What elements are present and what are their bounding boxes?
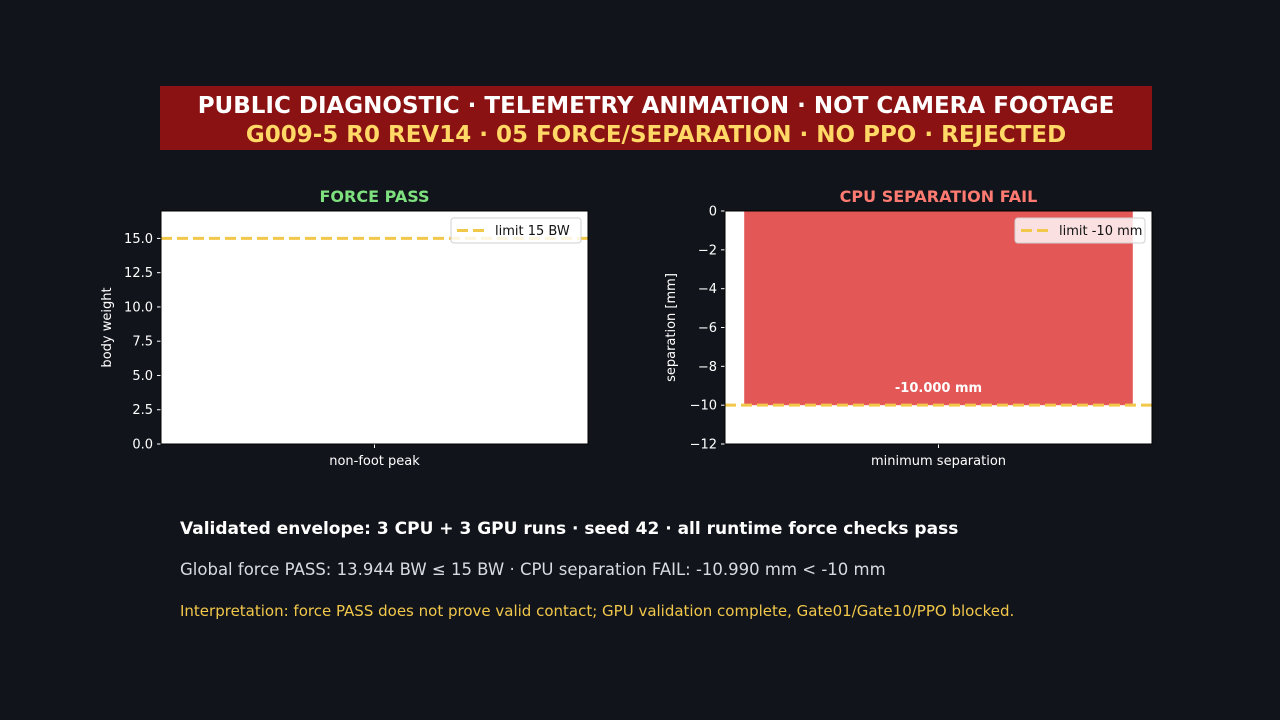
- legend-box: [1014, 217, 1146, 244]
- interpretation-text: Interpretation: force PASS does not prov…: [180, 602, 1015, 620]
- validated-envelope-text: Validated envelope: 3 CPU + 3 GPU runs ·…: [180, 519, 959, 539]
- y-tick-label: 2.5: [132, 403, 153, 418]
- y-tick-label: 12.5: [124, 266, 153, 281]
- y-tick-label: −2: [698, 243, 717, 258]
- plot-area: [161, 211, 588, 444]
- y-axis-label: separation [mm]: [664, 273, 679, 382]
- axes-frame: [160, 210, 589, 445]
- banner-title-line: PUBLIC DIAGNOSTIC · TELEMETRY ANIMATION …: [197, 93, 1115, 119]
- y-tick-label: −8: [698, 360, 717, 375]
- data-label: -10.000 mm: [895, 381, 982, 396]
- x-tick-label: minimum separation: [871, 454, 1006, 469]
- y-tick-label: −10: [690, 399, 717, 414]
- legend-box: [450, 217, 582, 244]
- legend-label: limit 15 BW: [495, 224, 570, 239]
- y-tick-label: 0.0: [132, 438, 153, 453]
- y-tick-label: 10.0: [124, 300, 153, 315]
- x-tick-label: non-foot peak: [329, 454, 420, 469]
- y-tick-label: 0: [709, 205, 717, 220]
- chart-title: CPU SEPARATION FAIL: [840, 187, 1038, 206]
- y-tick-label: 15.0: [124, 232, 153, 247]
- banner-status-line: G009-5 R0 REV14 · 05 FORCE/SEPARATION · …: [245, 122, 1067, 148]
- y-tick-label: −6: [698, 321, 717, 336]
- y-tick-label: −12: [690, 438, 717, 453]
- y-tick-label: 7.5: [132, 335, 153, 350]
- title-banner: PUBLIC DIAGNOSTIC · TELEMETRY ANIMATION …: [160, 86, 1152, 150]
- axes-frame: [724, 210, 1153, 445]
- y-axis-label: body weight: [100, 287, 115, 367]
- y-tick-label: −4: [698, 282, 717, 297]
- global-summary-text: Global force PASS: 13.944 BW ≤ 15 BW · C…: [180, 560, 886, 579]
- y-tick-label: 5.0: [132, 369, 153, 384]
- legend-label: limit -10 mm: [1059, 224, 1142, 239]
- chart-title: FORCE PASS: [319, 187, 429, 206]
